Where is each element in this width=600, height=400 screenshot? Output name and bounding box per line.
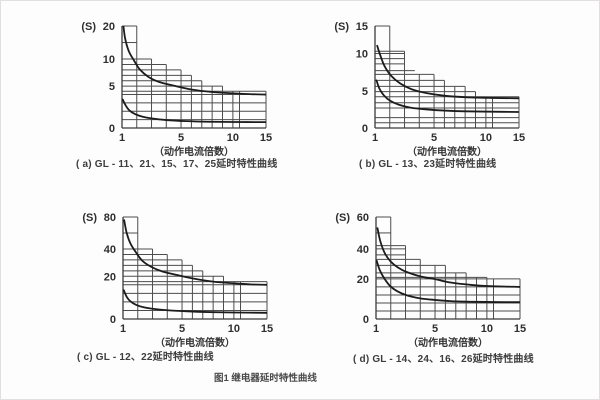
y-tick-label: 0 [109,123,115,135]
x-tick-label: 1 [119,132,125,144]
y-tick-label: 20 [357,274,369,286]
x-tick-label: 10 [481,323,493,335]
grid-lines [122,25,267,128]
chart-c-caption: ( c) GL - 12、22延时特性曲线 [77,352,214,363]
y-tick-label: 20 [103,21,115,33]
x-axis-label: （动作电流倍数） [407,145,487,158]
x-axis-label: （动作电流倍数） [154,145,234,158]
upper-curve [376,227,520,288]
chart-b-caption: ( b) GL - 13、23延时特性曲线 [359,159,497,170]
lower-curve [122,98,266,124]
x-tick-label: 5 [432,323,438,335]
x-tick-label: 15 [513,132,525,144]
chart-b: 0 5 10 15 1 5 10 15 (S) （动作电流倍数） [325,14,555,160]
chart-d-caption: ( d) GL - 14、24、16、26延时特性曲线 [353,354,534,365]
chart-a-caption: ( a) GL - 11、21、15、17、25延时特性曲线 [76,159,278,170]
x-axis-label: （动作电流倍数） [408,336,488,349]
y-tick-label: 5 [362,86,368,98]
y-tick-label: 60 [357,212,369,224]
y-unit-label: (S) [82,212,97,224]
y-tick-label: 20 [104,271,116,283]
y-tick-label: 10 [356,48,368,60]
chart-d: 0 20 40 60 1 5 10 15 (S) （动作电流倍数） [326,205,556,351]
y-tick-label: 40 [104,244,116,256]
y-tick-label: 5 [109,81,115,93]
lower-curve [376,259,520,304]
x-tick-label: 1 [373,323,379,335]
x-tick-label: 10 [228,323,240,335]
y-tick-label: 40 [357,244,369,256]
grid-lines [123,216,268,319]
chart-a: 0 5 10 20 1 5 10 15 (S) （动作电流倍数） [72,14,302,160]
x-tick-label: 15 [260,132,272,144]
x-tick-label: 15 [514,323,526,335]
x-tick-label: 5 [431,132,437,144]
x-tick-label: 1 [372,132,378,144]
y-tick-label: 0 [110,314,116,326]
upper-curve [376,44,519,100]
curves [122,26,266,124]
chart-c: 0 20 40 80 1 5 10 15 (S) （动作电流倍数） [73,205,303,351]
y-tick-label: 10 [103,54,115,66]
curves [375,44,519,113]
curves [376,227,520,304]
y-tick-label: 80 [104,212,116,224]
figure-caption: 图1 继电器延时特性曲线 [214,373,317,384]
y-unit-label: (S) [81,21,96,33]
x-tick-label: 10 [227,132,239,144]
upper-curve [123,219,267,286]
curves [123,219,267,314]
axes [375,217,520,320]
grid-lines [375,25,520,128]
x-tick-label: 15 [261,323,273,335]
upper-curve [122,26,266,96]
x-axis-label: （动作电流倍数） [155,336,235,349]
x-tick-label: 10 [480,132,492,144]
x-tick-label: 5 [179,323,185,335]
y-unit-label: (S) [335,212,350,224]
y-tick-label: 0 [362,123,368,135]
x-tick-label: 1 [120,323,126,335]
axes [121,26,266,129]
y-tick-label: 15 [356,21,368,33]
y-tick-label: 0 [363,314,369,326]
y-unit-label: (S) [334,21,349,33]
axes [374,26,519,129]
lower-curve [375,79,519,113]
lower-curve [123,289,267,314]
axes [122,217,267,320]
x-tick-label: 5 [178,132,184,144]
